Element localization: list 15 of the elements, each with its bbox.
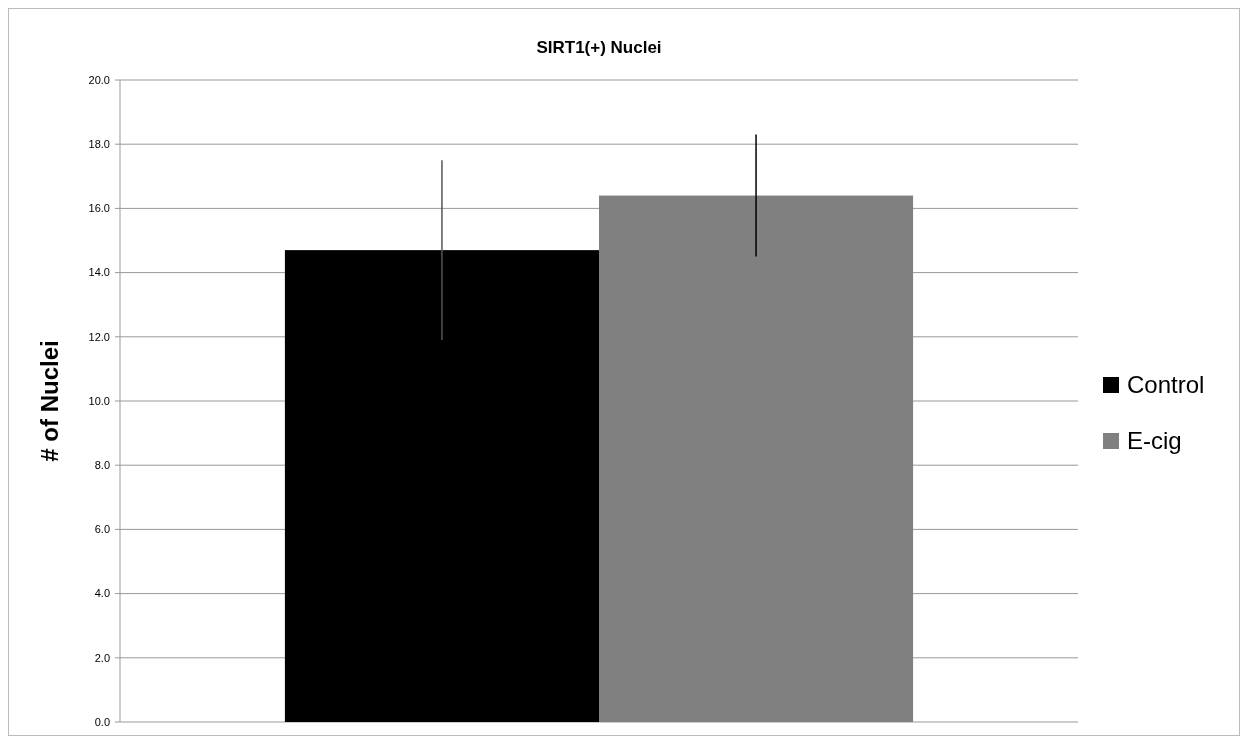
legend-label: E-cig bbox=[1127, 427, 1182, 455]
y-tick-label: 16.0 bbox=[88, 202, 110, 215]
legend-label: Control bbox=[1127, 371, 1205, 399]
y-tick-label: 8.0 bbox=[94, 459, 110, 472]
y-tick-label: 6.0 bbox=[94, 523, 110, 536]
y-tick-label: 18.0 bbox=[88, 138, 110, 151]
y-tick-label: 10.0 bbox=[88, 394, 110, 407]
y-axis-title: # of Nuclei bbox=[36, 340, 63, 462]
chart-title: SIRT1(+) Nuclei bbox=[536, 38, 662, 57]
y-tick-label: 12.0 bbox=[88, 330, 110, 343]
y-tick-label: 4.0 bbox=[94, 587, 110, 600]
y-tick-label: 14.0 bbox=[88, 266, 110, 279]
y-tick-label: 0.0 bbox=[94, 715, 110, 728]
y-tick-label: 2.0 bbox=[94, 651, 110, 664]
y-tick-label: 20.0 bbox=[88, 73, 110, 86]
